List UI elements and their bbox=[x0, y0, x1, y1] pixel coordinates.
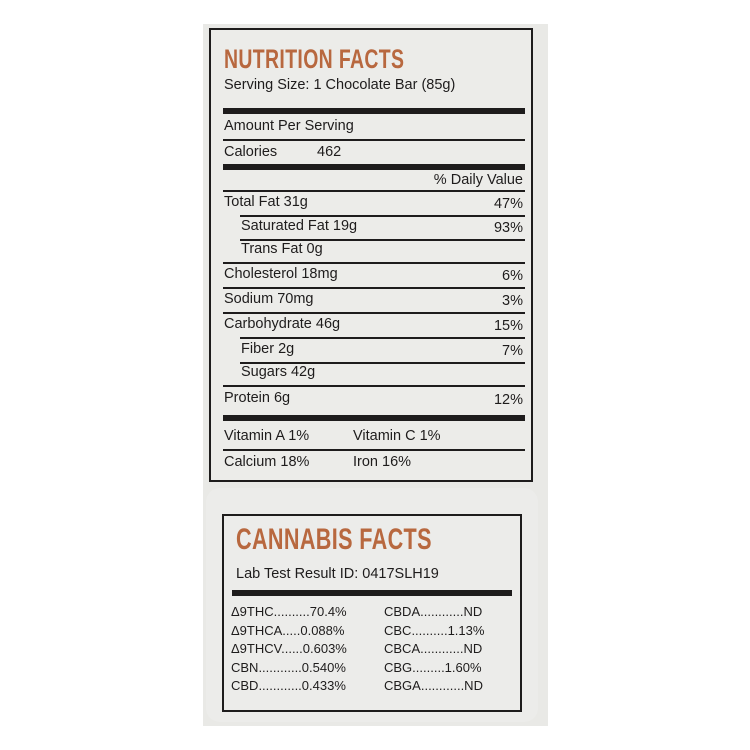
divider-thick bbox=[223, 415, 525, 421]
nutrient-daily-value: 6% bbox=[502, 268, 523, 284]
divider bbox=[240, 337, 525, 339]
iron: Iron 16% bbox=[353, 454, 412, 470]
nutrient-label: Carbohydrate 46g bbox=[224, 316, 341, 332]
divider-thick bbox=[232, 590, 512, 596]
vitamin-c: Vitamin C 1% bbox=[353, 428, 441, 444]
nutrient-daily-value: 47% bbox=[493, 196, 523, 212]
cannabinoid-left: Δ9THCV......0.603% bbox=[231, 641, 347, 656]
cannabinoid-right: CBGA............ND bbox=[384, 678, 483, 693]
nutrient-daily-value: 15% bbox=[493, 318, 523, 334]
divider bbox=[223, 190, 525, 192]
calcium: Calcium 18% bbox=[224, 454, 310, 470]
cannabinoid-left: CBN............0.540% bbox=[231, 659, 346, 675]
lab-test-id: Lab Test Result ID: 0417SLH19 bbox=[236, 566, 439, 582]
divider bbox=[223, 262, 525, 264]
divider bbox=[240, 239, 525, 241]
amount-per-serving: Amount Per Serving bbox=[224, 118, 354, 134]
cannabis-facts-box: CANNABIS FACTS Lab Test Result ID: 0417S… bbox=[222, 514, 522, 712]
nutrient-daily-value: 7% bbox=[502, 343, 523, 359]
nutrient-daily-value: 3% bbox=[502, 293, 523, 309]
nutrition-title: NUTRITION FACTS bbox=[224, 44, 405, 74]
cannabis-title: CANNABIS FACTS bbox=[236, 523, 432, 556]
vitamin-a: Vitamin A 1% bbox=[224, 428, 310, 444]
daily-value-header: % Daily Value bbox=[433, 172, 523, 188]
divider bbox=[223, 287, 525, 289]
nutrient-label: Total Fat 31g bbox=[224, 194, 308, 210]
divider bbox=[240, 362, 525, 364]
nutrient-daily-value: 12% bbox=[493, 392, 523, 408]
calories-value: 462 bbox=[317, 144, 342, 160]
cannabinoid-right: CBC..........1.13% bbox=[384, 622, 485, 638]
nutrient-label: Trans Fat 0g bbox=[241, 241, 323, 257]
cannabinoid-left: Δ9THCA.....0.088% bbox=[231, 622, 345, 638]
calories-label: Calories bbox=[224, 144, 278, 160]
cannabinoid-right: CBCA............ND bbox=[384, 641, 483, 656]
cannabinoid-right: CBDA............ND bbox=[384, 604, 483, 619]
nutrient-label: Saturated Fat 19g bbox=[241, 218, 358, 234]
nutrient-label: Cholesterol 18mg bbox=[224, 266, 338, 282]
nutrition-facts-box: NUTRITION FACTS Serving Size: 1 Chocolat… bbox=[209, 28, 533, 482]
divider bbox=[223, 312, 525, 314]
divider bbox=[240, 215, 525, 217]
cannabinoid-left: Δ9THC..........70.4% bbox=[231, 604, 347, 619]
divider bbox=[223, 449, 525, 451]
nutrient-label: Sugars 42g bbox=[241, 364, 316, 380]
nutrient-label: Fiber 2g bbox=[241, 341, 295, 357]
divider bbox=[223, 385, 525, 387]
serving-size: Serving Size: 1 Chocolate Bar (85g) bbox=[224, 77, 456, 93]
divider bbox=[223, 139, 525, 141]
nutrient-daily-value: 93% bbox=[493, 220, 523, 236]
cannabinoid-left: CBD............0.433% bbox=[231, 678, 346, 693]
nutrient-label: Sodium 70mg bbox=[224, 291, 314, 307]
divider-thick bbox=[223, 164, 525, 170]
cannabis-sticker bbox=[206, 488, 538, 722]
nutrient-label: Protein 6g bbox=[224, 390, 291, 406]
cannabinoid-right: CBG.........1.60% bbox=[384, 659, 482, 675]
divider-thick bbox=[223, 108, 525, 114]
